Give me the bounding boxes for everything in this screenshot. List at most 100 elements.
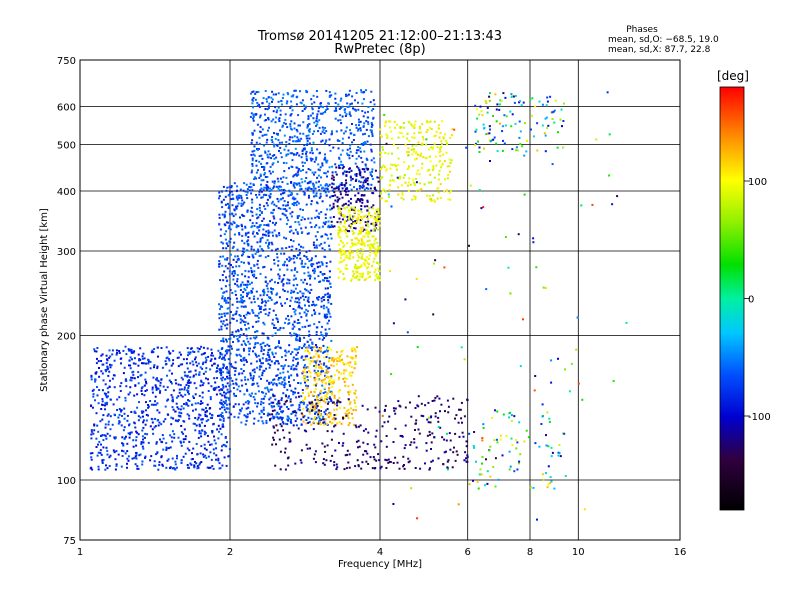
echo-point: [363, 188, 366, 191]
echo-point: [114, 458, 117, 461]
echo-point: [338, 166, 341, 169]
echo-point: [171, 440, 174, 443]
echo-point: [337, 276, 340, 279]
echo-point: [349, 144, 352, 147]
echo-point: [321, 200, 324, 203]
echo-point: [375, 459, 378, 462]
echo-point: [417, 395, 420, 398]
echo-point: [156, 387, 159, 390]
echo-point: [214, 357, 217, 360]
echo-point: [352, 222, 355, 225]
echo-point: [225, 399, 227, 402]
echo-point: [311, 349, 313, 352]
echo-point: [211, 465, 214, 468]
echo-point: [226, 279, 229, 282]
echo-point: [188, 352, 191, 355]
echo-point: [349, 249, 352, 252]
echo-point: [118, 350, 121, 352]
echo-point: [334, 92, 337, 95]
echo-point: [243, 201, 246, 204]
echo-point: [284, 113, 287, 116]
echo-point: [252, 90, 255, 93]
echo-point: [288, 375, 290, 378]
echo-point: [366, 158, 369, 161]
echo-point: [316, 231, 319, 233]
echo-point: [363, 228, 366, 231]
echo-point: [183, 428, 186, 431]
echo-point: [293, 153, 295, 156]
echo-point: [298, 328, 301, 331]
echo-point: [362, 115, 365, 118]
echo-point: [414, 158, 416, 161]
echo-point: [237, 339, 240, 342]
echo-point: [338, 108, 341, 110]
echo-point: [430, 181, 432, 184]
echo-point: [284, 451, 286, 454]
echo-point: [345, 377, 348, 380]
echo-point: [244, 269, 247, 272]
echo-point: [446, 468, 449, 471]
echo-point: [346, 355, 349, 358]
echo-point: [383, 409, 386, 412]
echo-point: [201, 391, 204, 394]
echo-point: [149, 425, 152, 428]
echo-point: [434, 200, 436, 203]
echo-point: [316, 215, 319, 218]
echo-point: [217, 349, 220, 352]
echo-point: [221, 213, 224, 216]
echo-point: [272, 395, 275, 398]
echo-point: [127, 459, 130, 462]
echo-point: [258, 106, 261, 108]
echo-point: [241, 239, 244, 242]
echo-point: [229, 289, 232, 291]
echo-point: [122, 429, 125, 432]
echo-point: [482, 127, 485, 130]
echo-point: [519, 130, 522, 133]
echo-point: [439, 410, 441, 413]
echo-point: [273, 302, 276, 305]
echo-point: [315, 333, 318, 336]
data-points: [89, 89, 628, 521]
echo-point: [497, 478, 500, 481]
echo-point: [290, 374, 293, 377]
echo-point: [367, 121, 370, 124]
echo-point: [286, 457, 289, 460]
echo-point: [356, 254, 359, 257]
echo-point: [368, 231, 371, 234]
echo-point: [223, 391, 225, 394]
echo-point: [95, 412, 98, 415]
echo-point: [287, 201, 289, 204]
echo-point: [547, 124, 550, 127]
echo-point: [273, 259, 276, 261]
echo-point: [256, 259, 259, 262]
echo-point: [311, 112, 314, 115]
echo-point: [307, 117, 310, 120]
echo-point: [90, 437, 93, 440]
echo-point: [375, 429, 378, 432]
echo-point: [240, 328, 243, 331]
echo-point: [193, 464, 196, 467]
echo-point: [311, 108, 314, 111]
echo-point: [370, 229, 373, 232]
echo-point: [366, 168, 369, 171]
echo-point: [516, 441, 519, 444]
echo-point: [502, 139, 504, 142]
echo-point: [394, 407, 397, 410]
echo-point: [291, 211, 294, 214]
echo-point: [369, 129, 372, 132]
echo-point: [187, 354, 189, 357]
echo-point: [329, 149, 332, 152]
echo-point: [328, 346, 331, 349]
echo-point: [328, 397, 331, 400]
echo-point: [291, 203, 294, 206]
echo-point: [309, 181, 312, 184]
echo-point: [365, 256, 368, 259]
echo-point: [361, 276, 364, 279]
echo-point: [494, 485, 497, 488]
echo-point: [348, 224, 351, 227]
y-tick-label: 300: [57, 247, 76, 258]
echo-point: [269, 418, 271, 421]
echo-point: [238, 232, 241, 234]
echo-point: [358, 187, 361, 190]
echo-point: [161, 464, 164, 467]
